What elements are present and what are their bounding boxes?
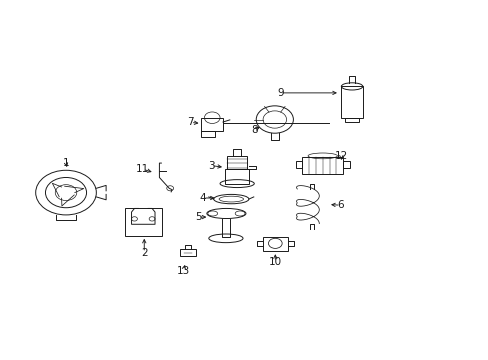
Bar — [295, 161, 302, 168]
Bar — [345, 118, 358, 122]
Text: 4: 4 — [199, 193, 206, 203]
Bar — [343, 161, 349, 168]
Text: 5: 5 — [194, 212, 201, 222]
Text: 12: 12 — [334, 150, 347, 161]
Text: 6: 6 — [337, 200, 344, 210]
Bar — [224, 169, 249, 184]
Bar — [227, 156, 246, 169]
Bar — [180, 249, 196, 256]
Text: 3: 3 — [207, 161, 214, 171]
Bar — [262, 237, 287, 251]
Bar — [201, 118, 223, 131]
Text: 9: 9 — [276, 88, 283, 98]
Bar — [124, 208, 162, 236]
Text: 13: 13 — [176, 266, 190, 276]
Text: 8: 8 — [250, 125, 257, 135]
Text: 11: 11 — [136, 164, 149, 174]
Bar — [302, 157, 343, 174]
Text: 2: 2 — [141, 248, 147, 258]
Bar — [201, 131, 215, 137]
Text: 1: 1 — [62, 158, 69, 168]
Text: 7: 7 — [187, 117, 194, 127]
Text: 10: 10 — [268, 257, 281, 267]
Bar — [341, 86, 362, 118]
